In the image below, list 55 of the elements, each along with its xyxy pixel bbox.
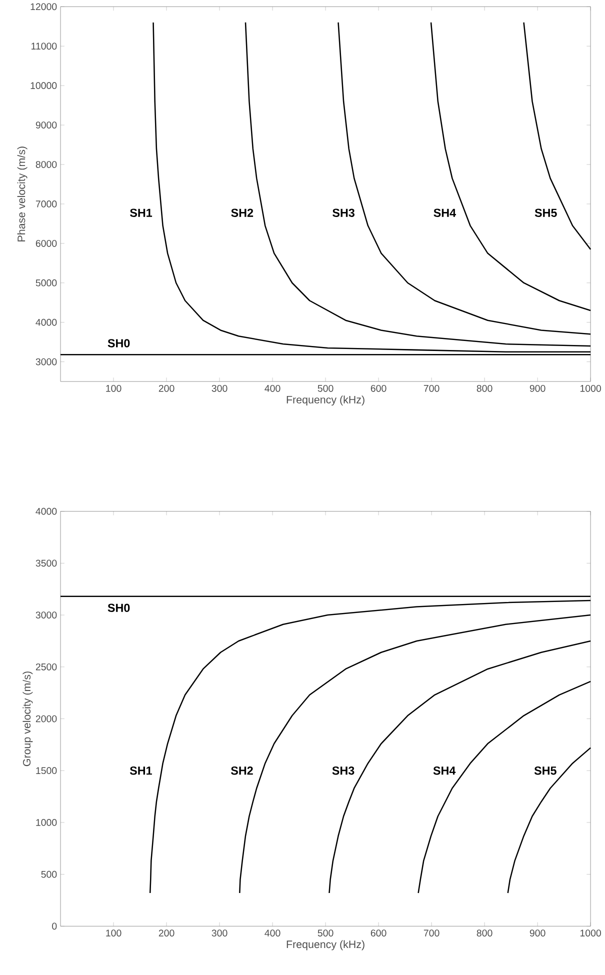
series-label: SH0 — [108, 604, 130, 612]
x-tick-label: 800 — [476, 930, 492, 936]
series-label: SH3 — [332, 766, 354, 775]
series-label: SH1 — [130, 766, 152, 775]
series-label: SH0 — [108, 339, 130, 348]
x-axis-title: Frequency (kHz) — [286, 396, 364, 406]
y-tick-label: 12000 — [30, 3, 57, 10]
x-tick-label: 300 — [212, 384, 228, 392]
series-label: SH4 — [434, 208, 456, 217]
y-tick-label: 8000 — [36, 161, 57, 168]
x-tick-label: 600 — [370, 384, 386, 392]
x-tick-label: 400 — [264, 930, 280, 936]
x-tick-label: 500 — [318, 930, 334, 936]
y-tick-label: 0 — [52, 922, 57, 930]
y-tick-label: 7000 — [36, 200, 57, 208]
series-label: SH5 — [534, 766, 556, 775]
y-tick-label: 11000 — [31, 42, 57, 50]
series-label: SH1 — [130, 208, 152, 217]
series-label: SH2 — [230, 766, 253, 775]
y-tick-label: 3000 — [36, 358, 57, 366]
y-tick-label: 1000 — [36, 819, 57, 826]
y-tick-label: 10000 — [30, 82, 57, 90]
x-tick-label: 100 — [106, 930, 122, 936]
y-tick-label: 4000 — [36, 508, 57, 515]
series-label: SH3 — [332, 208, 354, 217]
x-tick-label: 500 — [318, 384, 334, 392]
series-label: SH5 — [534, 208, 557, 217]
y-tick-label: 9000 — [36, 122, 57, 128]
x-tick-label: 800 — [476, 384, 492, 392]
y-axis-title: Phase velocity (m/s) — [17, 146, 28, 242]
y-tick-label: 3000 — [36, 612, 57, 618]
y-tick-label: 6000 — [36, 240, 57, 247]
y-tick-label: 2500 — [36, 663, 57, 670]
x-tick-label: 700 — [424, 930, 440, 936]
x-tick-label: 600 — [370, 930, 386, 936]
y-tick-label: 5000 — [36, 279, 57, 286]
x-tick-label: 900 — [530, 930, 546, 936]
y-tick-label: 2000 — [36, 715, 57, 722]
x-tick-label: 200 — [158, 384, 174, 392]
x-tick-label: 300 — [212, 930, 228, 936]
x-tick-label: 200 — [158, 930, 174, 936]
y-tick-label: 3500 — [36, 560, 57, 567]
x-tick-label: 700 — [424, 384, 440, 392]
y-tick-label: 1500 — [36, 767, 57, 774]
series-label: SH2 — [231, 208, 253, 217]
y-axis-title: Group velocity (m/s) — [22, 672, 33, 766]
x-tick-label: 1000 — [580, 930, 601, 936]
x-tick-label: 100 — [106, 384, 122, 392]
x-tick-label: 400 — [264, 384, 280, 392]
x-axis-title: Frequency (kHz) — [286, 940, 364, 950]
y-tick-label: 500 — [41, 870, 57, 878]
x-tick-label: 1000 — [580, 384, 601, 392]
y-tick-label: 4000 — [36, 318, 57, 326]
x-tick-label: 900 — [530, 384, 546, 392]
series-label: SH4 — [433, 766, 456, 775]
